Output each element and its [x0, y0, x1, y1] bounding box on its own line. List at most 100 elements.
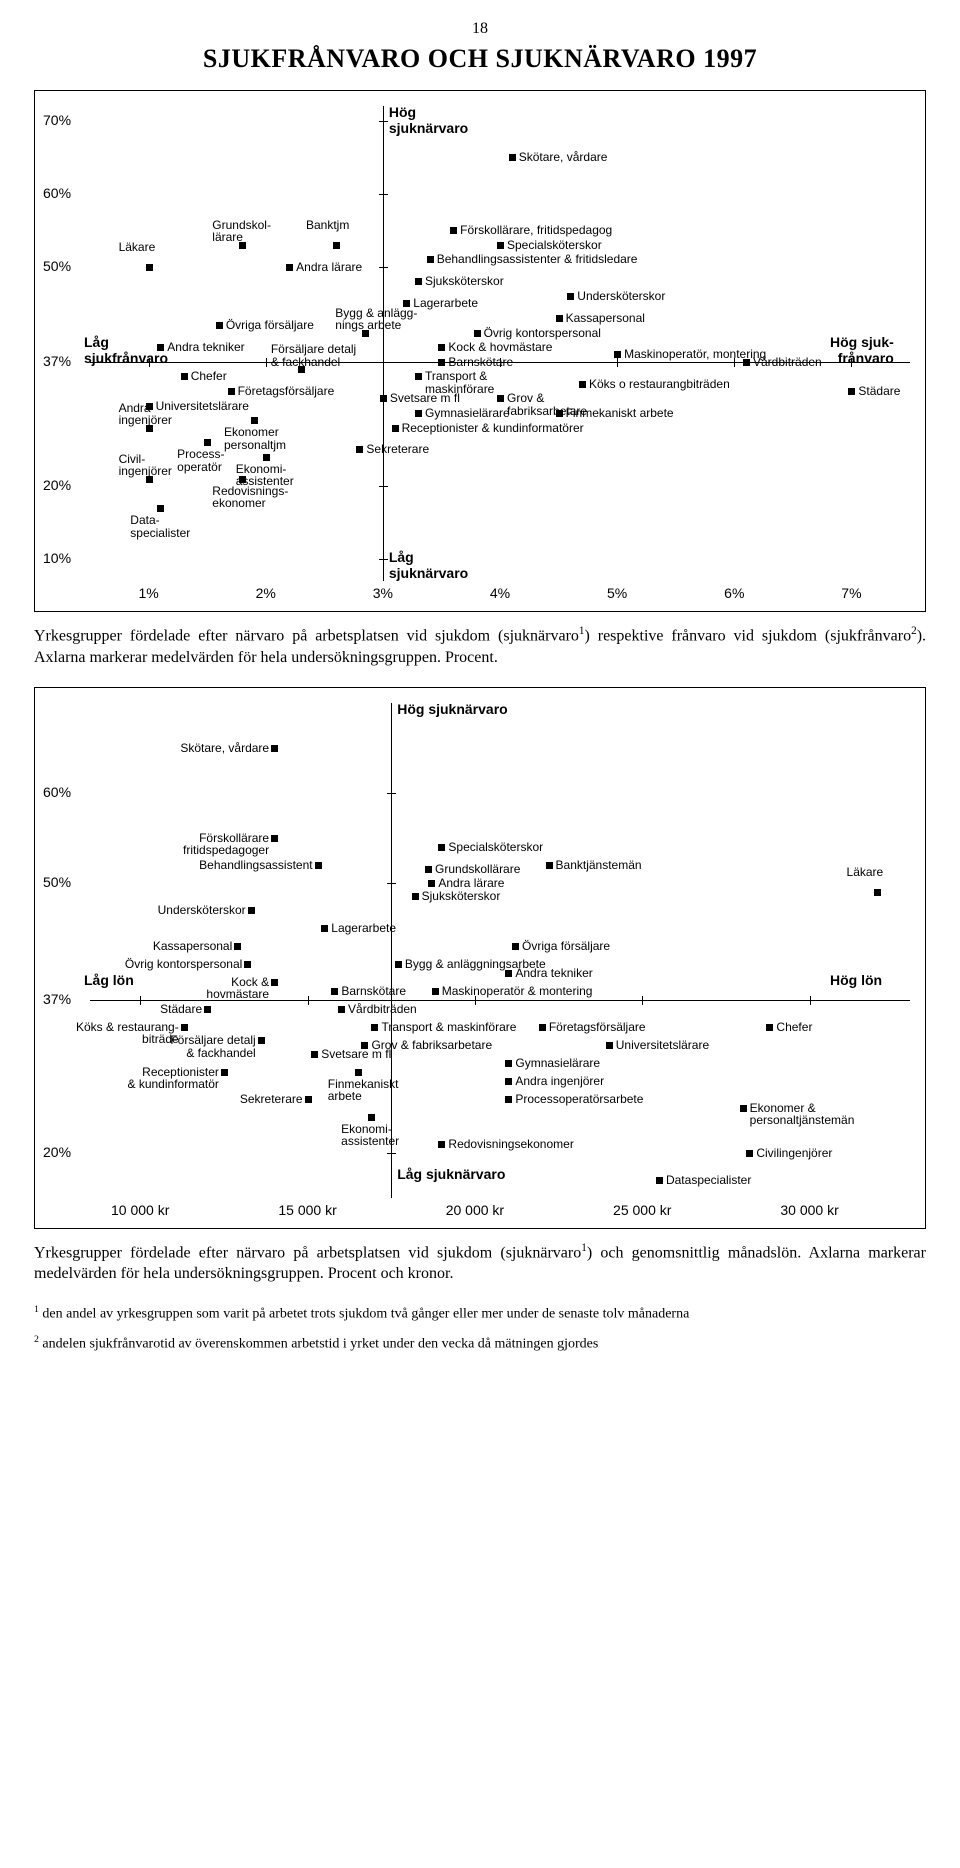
data-point	[311, 1051, 318, 1058]
data-point-label: Förskollärare, fritidspedagog	[460, 224, 612, 237]
data-point	[338, 1006, 345, 1013]
data-point	[546, 862, 553, 869]
data-point-label: Köks & restaurang-biträde	[76, 1021, 179, 1046]
data-point-label: Sekreterare	[366, 443, 429, 456]
data-point-label: Övriga försäljare	[226, 319, 314, 332]
data-point-label: Andra ingenjörer	[515, 1075, 604, 1088]
data-point	[438, 1141, 445, 1148]
data-point-label: Skötare, vårdare	[519, 151, 608, 164]
data-point	[512, 943, 519, 950]
data-point	[271, 745, 278, 752]
data-point-label: Övrig kontorspersonal	[484, 327, 601, 340]
data-point-label: Dataspecialister	[666, 1174, 751, 1187]
data-point	[157, 505, 164, 512]
data-point-label: Kock & hovmästare	[448, 341, 552, 354]
data-point-label: Andra lärare	[438, 877, 504, 890]
data-point	[427, 256, 434, 263]
data-point-label: Grundskol-lärare	[212, 219, 271, 244]
data-point	[438, 344, 445, 351]
data-point	[181, 373, 188, 380]
data-point	[438, 844, 445, 851]
data-point	[505, 1078, 512, 1085]
data-point-label: Övrig kontorspersonal	[125, 958, 242, 971]
chart-1: 1%2%3%4%5%6%7%10%20%37%50%60%70%Högsjukn…	[34, 90, 926, 612]
data-point-label: Specialsköterskor	[448, 841, 543, 854]
data-point-label: Städare	[858, 385, 900, 398]
data-point	[395, 961, 402, 968]
data-point	[412, 893, 419, 900]
data-point	[766, 1024, 773, 1031]
data-point-label: Andraingenjörer	[119, 402, 172, 427]
data-point	[740, 1105, 747, 1112]
data-point-label: Sekreterare	[240, 1093, 303, 1106]
data-point	[432, 988, 439, 995]
data-point-label: Övriga försäljare	[522, 940, 610, 953]
data-point	[415, 278, 422, 285]
data-point-label: Undersköterskor	[158, 904, 246, 917]
data-point	[244, 961, 251, 968]
data-point	[228, 388, 235, 395]
page-number: 18	[20, 20, 940, 38]
data-point-label: Barnskötare	[448, 356, 513, 369]
data-point-label: Maskinoperatör & montering	[442, 985, 593, 998]
data-point	[415, 373, 422, 380]
data-point-label: Civilingenjörer	[756, 1147, 832, 1160]
data-point	[848, 388, 855, 395]
data-point	[321, 925, 328, 932]
data-point-label: Ekonomer &personaltjänstemän	[750, 1102, 855, 1127]
data-point-label: Behandlingsassistenter & fritidsledare	[437, 253, 638, 266]
data-point-label: Försäljare detalj& fackhandel	[271, 343, 356, 368]
data-point	[746, 1150, 753, 1157]
data-point	[204, 439, 211, 446]
data-point-label: Vårdbiträden	[348, 1003, 417, 1016]
data-point	[271, 979, 278, 986]
data-point	[425, 866, 432, 873]
data-point-label: Processoperatörsarbete	[515, 1093, 643, 1106]
data-point-label: Grundskollärare	[435, 863, 520, 876]
data-point	[234, 943, 241, 950]
data-point-label: Försäljare detalj& fackhandel	[170, 1034, 255, 1059]
data-point	[614, 351, 621, 358]
data-point	[216, 322, 223, 329]
data-point-label: Redovisnings-ekonomer	[212, 485, 288, 510]
data-point	[450, 227, 457, 234]
data-point	[579, 381, 586, 388]
data-point	[258, 1037, 265, 1044]
data-point	[509, 154, 516, 161]
data-point	[204, 1006, 211, 1013]
data-point	[474, 330, 481, 337]
footnote-2: 2 andelen sjukfrånvarotid av överenskomm…	[34, 1333, 926, 1355]
data-point	[556, 315, 563, 322]
data-point-label: Kassapersonal	[153, 940, 232, 953]
data-point-label: Transport & maskinförare	[381, 1021, 516, 1034]
data-point-label: Banktjänstemän	[556, 859, 642, 872]
data-point-label: Data-specialister	[130, 514, 190, 539]
data-point	[221, 1069, 228, 1076]
data-point-label: Receptionister & kundinformatörer	[402, 422, 584, 435]
chart-2: 10 000 kr15 000 kr20 000 kr25 000 kr30 0…	[34, 687, 926, 1229]
data-point-label: Företagsförsäljare	[549, 1021, 646, 1034]
data-point-label: Svetsare m fl	[390, 392, 460, 405]
data-point	[146, 264, 153, 271]
data-point	[438, 359, 445, 366]
data-point	[505, 1060, 512, 1067]
data-point-label: Receptionister& kundinformatör	[128, 1066, 219, 1091]
data-point-label: Chefer	[776, 1021, 812, 1034]
data-point	[305, 1096, 312, 1103]
data-point-label: Vårdbiträden	[753, 356, 822, 369]
data-point	[248, 907, 255, 914]
data-point	[380, 395, 387, 402]
data-point-label: Lagerarbete	[331, 922, 396, 935]
data-point-label: Specialsköterskor	[507, 239, 602, 252]
data-point	[315, 862, 322, 869]
data-point-label: Svetsare m fl	[321, 1048, 391, 1061]
data-point-label: Företagsförsäljare	[238, 385, 335, 398]
data-point	[355, 1069, 362, 1076]
data-point	[333, 242, 340, 249]
data-point	[539, 1024, 546, 1031]
data-point	[505, 970, 512, 977]
data-point-label: Chefer	[191, 370, 227, 383]
data-point-label: Universitetslärare	[616, 1039, 709, 1052]
data-point-label: Andra tekniker	[515, 967, 592, 980]
data-point-label: Andra tekniker	[167, 341, 244, 354]
